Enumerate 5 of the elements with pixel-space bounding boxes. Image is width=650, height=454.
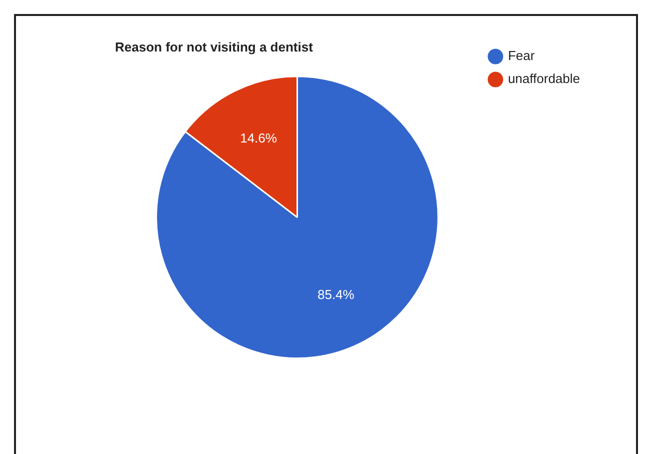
data-label: 85.4% xyxy=(317,287,355,302)
data-label: 14.6% xyxy=(240,130,278,146)
legend-label: Fear xyxy=(508,48,536,64)
chart-title: Reason for not visiting a dentist xyxy=(115,39,314,54)
legend-label: unaffordable xyxy=(508,71,580,86)
